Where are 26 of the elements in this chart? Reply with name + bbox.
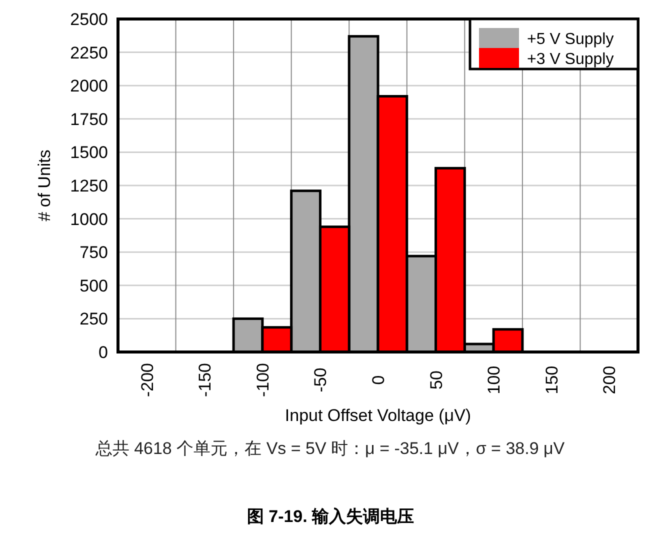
y-tick-label: 750 bbox=[80, 243, 108, 262]
x-tick-label: 50 bbox=[426, 370, 446, 390]
y-tick-label: 2000 bbox=[70, 76, 108, 96]
x-tick-label: 100 bbox=[484, 366, 504, 394]
x-tick-label: -100 bbox=[253, 362, 272, 398]
x-tick-label: -150 bbox=[196, 362, 215, 398]
legend-label: +3 V Supply bbox=[527, 51, 614, 68]
y-tick-label: 1500 bbox=[70, 143, 108, 162]
x-tick-label: -50 bbox=[311, 368, 330, 392]
text: 图 7-19. 输入失调电压 bbox=[246, 506, 416, 528]
y-tick-label: 500 bbox=[80, 276, 108, 296]
x-axis-title: Input Offset Voltage (μV) bbox=[284, 406, 472, 425]
x-tick-label: 150 bbox=[542, 366, 562, 394]
y-tick-label: 2250 bbox=[70, 43, 108, 62]
x-tick-label: 200 bbox=[600, 366, 620, 394]
y-axis-title: # of Units bbox=[35, 150, 54, 222]
x-tick-label: 0 bbox=[369, 375, 388, 385]
y-tick-label: 2500 bbox=[70, 10, 108, 29]
y-tick-label: 1000 bbox=[70, 210, 108, 229]
y-tick-label: 1750 bbox=[70, 110, 108, 129]
text: 总共 4618 个单元，在 Vs = 5V 时：μ = -35.1 μV，σ = 38.9 μV bbox=[94, 438, 566, 460]
y-tick-label: 0 bbox=[98, 343, 108, 362]
y-tick-label: 250 bbox=[80, 310, 108, 329]
legend-label: +5 V Supply bbox=[527, 31, 614, 48]
x-tick-label: -200 bbox=[138, 362, 157, 398]
y-tick-label: 1250 bbox=[70, 176, 108, 196]
